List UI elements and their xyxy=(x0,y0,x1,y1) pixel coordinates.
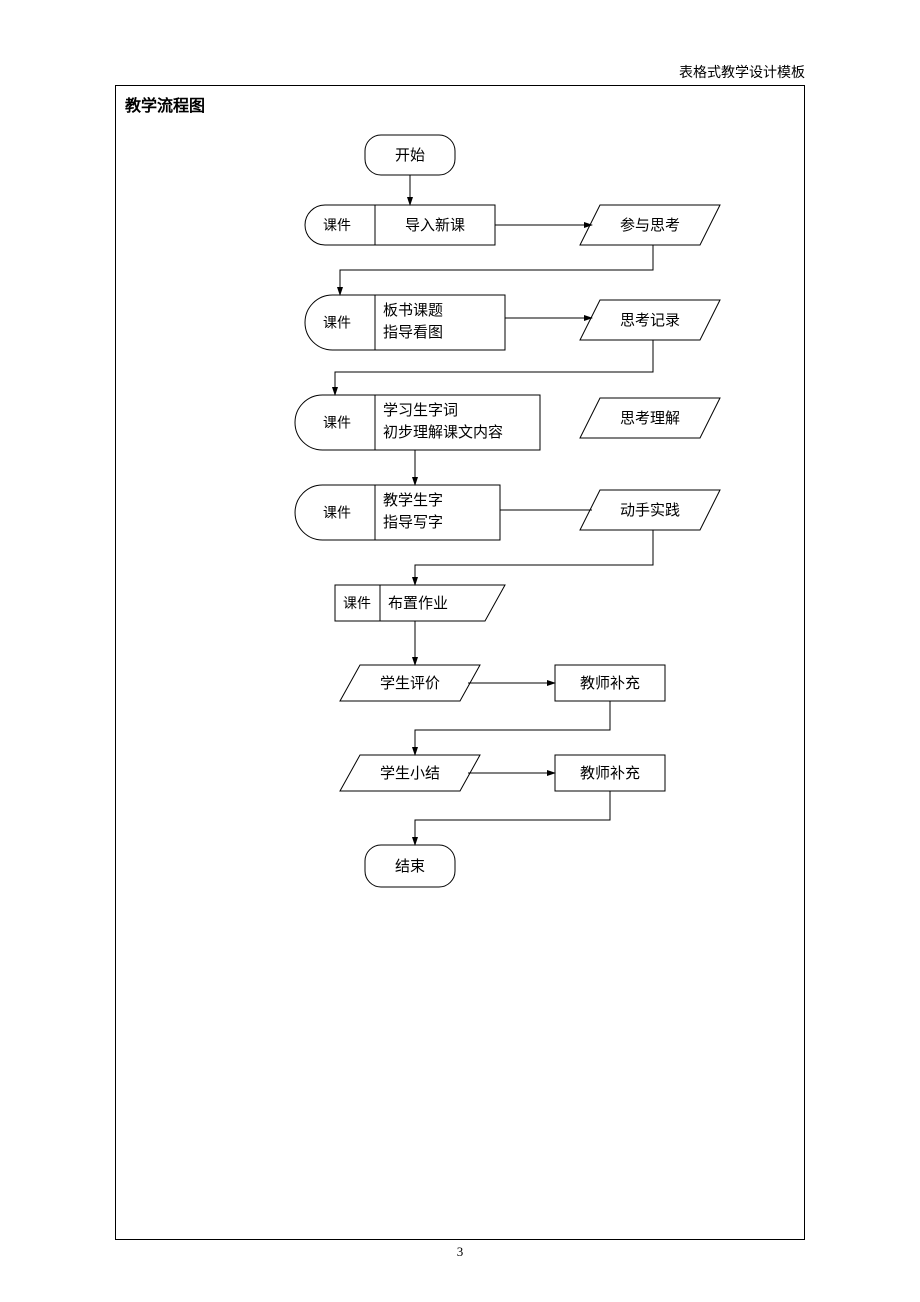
svg-text:教师补充: 教师补充 xyxy=(580,765,640,782)
svg-text:课件: 课件 xyxy=(343,596,371,612)
flow-node: 教学生字指导写字 xyxy=(375,485,500,540)
flow-node: 学生小结 xyxy=(340,755,480,791)
svg-text:思考记录: 思考记录 xyxy=(620,312,680,329)
flow-edge xyxy=(415,530,653,585)
flow-node: 动手实践 xyxy=(580,490,720,530)
flow-node: 参与思考 xyxy=(580,205,720,245)
svg-text:开始: 开始 xyxy=(395,147,425,164)
flow-edge xyxy=(335,340,653,395)
flow-node: 课件 xyxy=(305,205,375,245)
flow-node: 课件 xyxy=(305,295,375,350)
flow-edge xyxy=(415,791,610,845)
svg-text:思考理解: 思考理解 xyxy=(620,410,680,427)
flow-node: 课件 xyxy=(295,395,375,450)
flow-node: 课件 布置作业 xyxy=(335,585,505,621)
svg-text:教学生字: 教学生字 xyxy=(383,492,443,509)
svg-text:导入新课: 导入新课 xyxy=(405,217,465,234)
flow-edge xyxy=(415,701,610,755)
svg-text:板书课题: 板书课题 xyxy=(383,301,443,319)
flow-node: 学习生字词初步理解课文内容 xyxy=(375,395,540,450)
flow-node: 教师补充 xyxy=(555,755,665,791)
svg-text:教师补充: 教师补充 xyxy=(580,675,640,692)
svg-text:课件: 课件 xyxy=(323,218,351,234)
svg-text:课件: 课件 xyxy=(323,506,351,522)
flow-node: 思考理解 xyxy=(580,398,720,438)
flow-node: 开始 xyxy=(365,135,455,175)
flow-node: 课件 xyxy=(295,485,375,540)
svg-text:初步理解课文内容: 初步理解课文内容 xyxy=(383,424,503,441)
flow-node: 导入新课 xyxy=(375,205,495,245)
flow-node: 板书课题指导看图 xyxy=(375,295,505,350)
flowchart-canvas: 开始课件导入新课参与思考课件板书课题指导看图思考记录课件学习生字词初步理解课文内… xyxy=(0,0,920,1302)
flow-node: 结束 xyxy=(365,845,455,887)
svg-text:结束: 结束 xyxy=(395,858,425,875)
svg-text:布置作业: 布置作业 xyxy=(388,595,448,612)
flow-edge xyxy=(340,245,653,295)
svg-text:指导看图: 指导看图 xyxy=(383,324,443,341)
svg-text:学生小结: 学生小结 xyxy=(380,765,440,782)
flow-node: 思考记录 xyxy=(580,300,720,340)
svg-text:动手实践: 动手实践 xyxy=(620,502,680,519)
svg-text:指导写字: 指导写字 xyxy=(383,514,443,531)
svg-text:课件: 课件 xyxy=(323,316,351,332)
svg-text:学生评价: 学生评价 xyxy=(380,675,440,692)
svg-text:课件: 课件 xyxy=(323,416,351,432)
flow-node: 学生评价 xyxy=(340,665,480,701)
flow-node: 教师补充 xyxy=(555,665,665,701)
svg-text:学习生字词: 学习生字词 xyxy=(383,402,458,419)
svg-text:参与思考: 参与思考 xyxy=(620,217,680,234)
